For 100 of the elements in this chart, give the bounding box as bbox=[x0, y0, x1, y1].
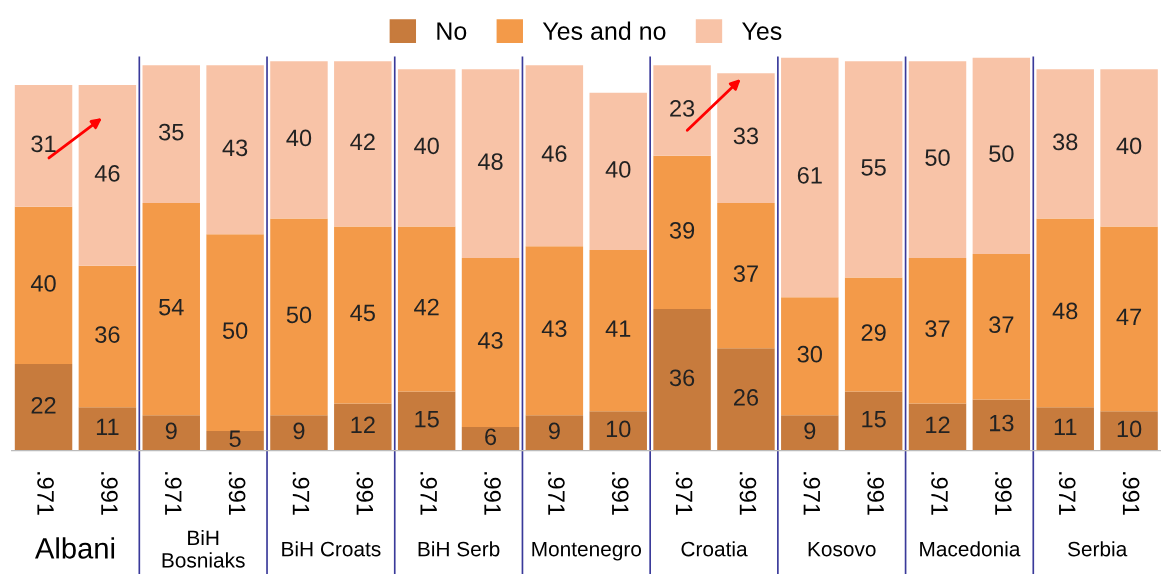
data-label: 37 bbox=[925, 320, 950, 338]
data-label: 22 bbox=[31, 396, 56, 414]
data-label: 10 bbox=[606, 420, 631, 438]
text: Macedonia bbox=[920, 541, 1021, 557]
bar bbox=[397, 226, 456, 392]
data-label: 35 bbox=[159, 123, 184, 141]
bar bbox=[270, 415, 328, 451]
data-label: 54 bbox=[159, 298, 184, 316]
x-tick-label: .971 bbox=[803, 472, 821, 515]
data-label: 10 bbox=[1117, 420, 1142, 438]
data-label: 23 bbox=[670, 100, 695, 117]
bar bbox=[781, 297, 839, 416]
bar bbox=[717, 348, 775, 451]
bar bbox=[142, 415, 200, 451]
data-label: 38 bbox=[1052, 133, 1078, 151]
data-label: 61 bbox=[797, 166, 822, 184]
bar bbox=[525, 415, 584, 451]
x-tick-label: .991 bbox=[611, 472, 629, 515]
data-label: 9 bbox=[804, 422, 816, 440]
bar bbox=[1036, 218, 1094, 408]
data-label: 48 bbox=[477, 153, 503, 170]
data-label: 46 bbox=[541, 145, 567, 163]
bar bbox=[78, 407, 137, 451]
x-tick-label: .991 bbox=[1122, 472, 1140, 515]
bar bbox=[334, 61, 392, 227]
bar bbox=[844, 277, 903, 392]
x-tick-label: .991 bbox=[228, 472, 246, 515]
bar bbox=[717, 202, 775, 349]
data-label: 5 bbox=[229, 430, 241, 448]
bar bbox=[908, 61, 967, 258]
bar bbox=[781, 57, 839, 298]
bar bbox=[972, 399, 1031, 451]
legend-label: Yes bbox=[742, 22, 782, 40]
data-label: 43 bbox=[477, 332, 503, 349]
data-label: 33 bbox=[733, 127, 759, 145]
x-tick-label: .971 bbox=[931, 472, 948, 515]
bar bbox=[14, 84, 73, 207]
x-tick-label: .991 bbox=[101, 472, 118, 515]
x-tick-label: .971 bbox=[292, 472, 310, 515]
data-label: 9 bbox=[165, 422, 177, 440]
bar bbox=[206, 65, 264, 235]
text: BiH Serb bbox=[418, 541, 500, 557]
data-label: 42 bbox=[414, 298, 439, 316]
bar bbox=[270, 218, 328, 416]
data-label: 50 bbox=[286, 306, 312, 324]
data-label: 11 bbox=[1054, 418, 1077, 436]
data-label: 11 bbox=[96, 418, 119, 436]
bar bbox=[397, 391, 456, 451]
bar bbox=[589, 92, 647, 251]
bar bbox=[653, 309, 711, 451]
data-label: 50 bbox=[989, 145, 1014, 163]
text: Montenegro bbox=[532, 541, 642, 561]
bar bbox=[589, 411, 647, 451]
data-label: 26 bbox=[734, 389, 759, 406]
x-tick-label: .991 bbox=[356, 472, 374, 515]
data-label: 40 bbox=[1116, 137, 1142, 155]
bar bbox=[461, 427, 520, 451]
text: BiH Bosniaks bbox=[162, 529, 245, 568]
x-tick-label: .971 bbox=[164, 472, 182, 515]
data-label: 39 bbox=[669, 221, 695, 239]
data-label: 43 bbox=[222, 139, 248, 157]
x-tick-label: .971 bbox=[1058, 472, 1076, 515]
data-label: 42 bbox=[350, 133, 375, 151]
bar bbox=[653, 155, 711, 310]
bar bbox=[1100, 226, 1158, 412]
bar bbox=[1036, 69, 1094, 219]
x-tick-label: .971 bbox=[420, 472, 438, 515]
data-label: 29 bbox=[861, 324, 886, 341]
x-tick-label: .991 bbox=[995, 472, 1012, 515]
legend-label: No bbox=[437, 22, 467, 40]
bar bbox=[589, 250, 647, 412]
bar bbox=[908, 403, 967, 451]
data-label: 40 bbox=[286, 129, 312, 147]
data-label: 6 bbox=[485, 428, 497, 446]
bar bbox=[972, 57, 1031, 254]
data-label: 40 bbox=[605, 161, 631, 178]
bar bbox=[781, 415, 839, 451]
bar bbox=[142, 202, 200, 416]
data-label: 40 bbox=[30, 275, 56, 292]
bar bbox=[908, 257, 967, 404]
bar bbox=[334, 226, 392, 404]
data-label: 37 bbox=[989, 316, 1014, 334]
x-tick-label: .971 bbox=[37, 472, 54, 515]
data-label: 50 bbox=[222, 322, 248, 339]
bar bbox=[142, 65, 200, 203]
x-tick-label: .991 bbox=[867, 472, 885, 515]
data-label: 46 bbox=[94, 164, 120, 182]
bar bbox=[334, 403, 392, 451]
text: BiH Croats bbox=[282, 541, 381, 557]
data-label: 15 bbox=[862, 410, 886, 428]
bar bbox=[397, 69, 456, 227]
bar bbox=[653, 65, 711, 156]
x-tick-label: .991 bbox=[739, 472, 757, 515]
bar bbox=[1036, 407, 1094, 451]
bar bbox=[78, 84, 137, 266]
bar bbox=[206, 234, 264, 431]
data-label: 9 bbox=[548, 422, 560, 440]
data-label: 55 bbox=[861, 159, 886, 176]
bar bbox=[972, 254, 1031, 400]
bar bbox=[14, 364, 73, 451]
